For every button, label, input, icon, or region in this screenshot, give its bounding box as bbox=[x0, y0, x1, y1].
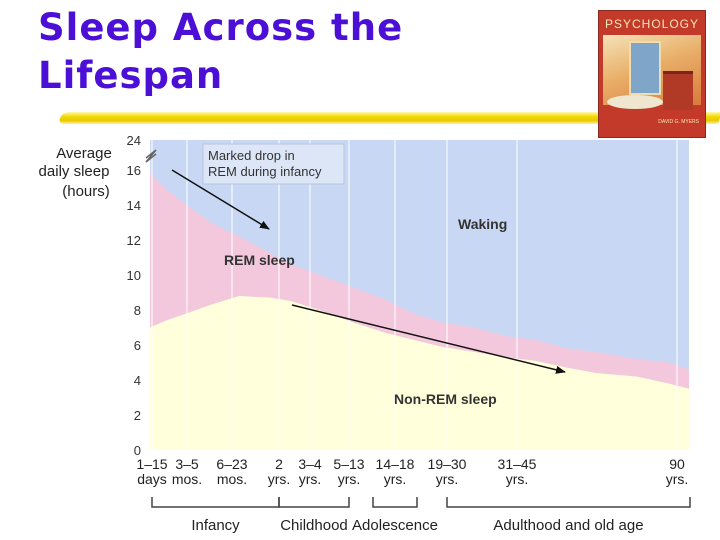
y-tick-label: 16 bbox=[127, 163, 141, 178]
x-age-label-bottom: days bbox=[137, 471, 167, 487]
life-stage-brackets: Infancy Childhood Adolescence Adulthood and… bbox=[151, 497, 691, 534]
life-stage-label: Adolescence bbox=[352, 517, 438, 534]
y-tick-label: 12 bbox=[127, 233, 141, 248]
non-rem-sleep-label: Non-REM sleep bbox=[394, 391, 497, 407]
x-age-label-top: 5–13 bbox=[333, 456, 364, 472]
y-tick-label: 8 bbox=[134, 303, 141, 318]
y-axis-label-line: (hours) bbox=[62, 183, 110, 200]
x-age-label-bottom: mos. bbox=[217, 471, 247, 487]
annotation-line-2: REM during infancy bbox=[208, 164, 322, 179]
title-line-2: Lifespan bbox=[38, 54, 224, 97]
non-rem-decline-arrow bbox=[291, 304, 566, 374]
y-axis-label-line: Average bbox=[56, 145, 112, 162]
x-age-label-bottom: mos. bbox=[172, 471, 202, 487]
x-age-labels: 1–15days3–5mos.6–23mos.2yrs.3–4yrs.5–13y… bbox=[136, 456, 688, 487]
x-age-label-bottom: yrs. bbox=[299, 471, 322, 487]
y-tick-label: 10 bbox=[127, 268, 141, 283]
x-age-label-bottom: yrs. bbox=[384, 471, 407, 487]
slide-title: Sleep Across the Lifespan bbox=[38, 4, 403, 100]
x-age-label-bottom: yrs. bbox=[436, 471, 459, 487]
cover-title: PSYCHOLOGY bbox=[604, 17, 700, 31]
annotation-box bbox=[202, 143, 345, 185]
x-age-label-top: 1–15 bbox=[136, 456, 167, 472]
y-axis-break bbox=[145, 149, 157, 163]
x-age-label-top: 19–30 bbox=[428, 456, 467, 472]
cover-chair bbox=[663, 71, 693, 110]
y-axis-label-line: daily sleep bbox=[39, 163, 110, 180]
life-stage-label: Infancy bbox=[191, 517, 240, 534]
x-age-label-bottom: yrs. bbox=[338, 471, 361, 487]
x-gridlines bbox=[151, 140, 678, 450]
rem-drop-arrow bbox=[171, 169, 270, 230]
life-stage-bracket bbox=[446, 497, 691, 508]
x-age-label-bottom: yrs. bbox=[506, 471, 529, 487]
y-tick-label: 6 bbox=[134, 338, 141, 353]
x-age-label-top: 3–4 bbox=[298, 456, 322, 472]
x-age-label-top: 6–23 bbox=[216, 456, 247, 472]
book-cover-image: PSYCHOLOGY DAVID G. MYERS bbox=[598, 10, 706, 138]
life-stage-bracket bbox=[278, 497, 350, 508]
y-tick-label: 0 bbox=[134, 443, 141, 458]
life-stage-label: Childhood bbox=[280, 517, 348, 534]
x-age-label-top: 2 bbox=[275, 456, 283, 472]
y-tick-label: 14 bbox=[127, 198, 141, 213]
cover-window bbox=[629, 41, 661, 95]
y-tick-label: 24 bbox=[127, 133, 141, 148]
x-age-label-top: 31–45 bbox=[498, 456, 537, 472]
x-age-label-top: 90 bbox=[669, 456, 685, 472]
x-age-label-bottom: yrs. bbox=[268, 471, 291, 487]
y-tick-label: 2 bbox=[134, 408, 141, 423]
x-age-label-top: 3–5 bbox=[175, 456, 199, 472]
rem-sleep-label: REM sleep bbox=[224, 252, 295, 268]
x-age-label-bottom: yrs. bbox=[666, 471, 689, 487]
x-age-label-top: 14–18 bbox=[376, 456, 415, 472]
life-stage-bracket bbox=[372, 497, 418, 508]
y-tick-label: 4 bbox=[134, 373, 141, 388]
non-rem-sleep-area bbox=[150, 296, 689, 450]
life-stage-bracket bbox=[151, 497, 280, 508]
title-line-1: Sleep Across the bbox=[38, 6, 404, 49]
waking-label: Waking bbox=[458, 216, 507, 232]
annotation-line-1: Marked drop in bbox=[208, 148, 295, 163]
cover-author: DAVID G. MYERS bbox=[658, 119, 699, 125]
life-stage-label: Adulthood and old age bbox=[493, 517, 643, 534]
cover-table bbox=[607, 95, 663, 109]
